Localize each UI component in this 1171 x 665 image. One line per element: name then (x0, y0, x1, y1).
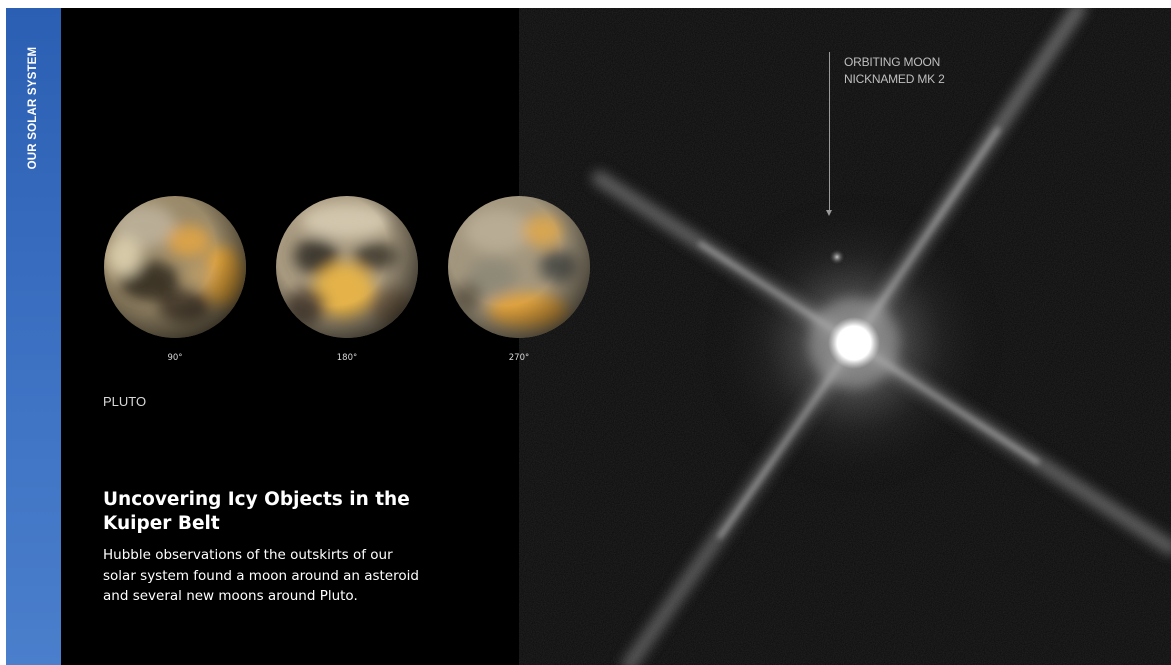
angle-label-90: 90° (167, 353, 183, 363)
angle-label-180: 180° (336, 353, 358, 363)
angle-label-270: 270° (508, 353, 530, 363)
annotation-pointer-line (829, 52, 830, 212)
moon-annotation-line1: ORBITING MOON (844, 55, 941, 69)
pluto-globe-270 (448, 196, 590, 338)
moon-annotation: ORBITING MOON NICKNAMED MK 2 (844, 54, 945, 88)
slide-headline: Uncovering Icy Objects in the Kuiper Bel… (103, 489, 410, 534)
slide: OUR SOLAR SYSTEM (6, 8, 1171, 665)
pluto-caption: PLUTO (103, 394, 147, 409)
sidebar-band: OUR SOLAR SYSTEM (6, 8, 61, 665)
dwarf-planet-photo (519, 8, 1171, 665)
moon-annotation-line2: NICKNAMED MK 2 (844, 72, 945, 86)
slide-description: Hubble observations of the outskirts of … (103, 547, 419, 604)
pluto-globe-180 (276, 196, 418, 338)
section-label: OUR SOLAR SYSTEM (27, 46, 39, 170)
arrow-down-icon (826, 210, 832, 216)
pluto-globe-90 (104, 196, 246, 338)
